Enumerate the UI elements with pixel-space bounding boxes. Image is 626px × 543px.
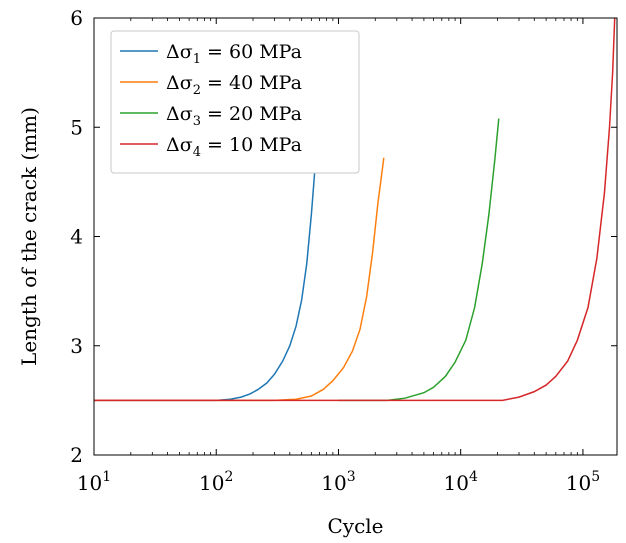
y-tick-label: 2: [70, 443, 83, 467]
series-line-2: [94, 158, 384, 401]
x-tick-label: 102: [199, 469, 233, 495]
y-tick-label: 6: [70, 6, 83, 30]
x-axis-label: Cycle: [327, 514, 383, 538]
y-axis-label: Length of the crack (mm): [17, 107, 41, 366]
series-line-3: [338, 119, 498, 401]
x-tick-label: 105: [566, 469, 600, 495]
y-tick-label: 4: [70, 225, 83, 249]
x-tick-label: 104: [444, 469, 478, 495]
x-tick-label: 101: [77, 469, 111, 495]
y-tick-label: 3: [70, 334, 83, 358]
x-tick-label: 103: [321, 469, 355, 495]
y-tick-label: 5: [70, 115, 83, 139]
